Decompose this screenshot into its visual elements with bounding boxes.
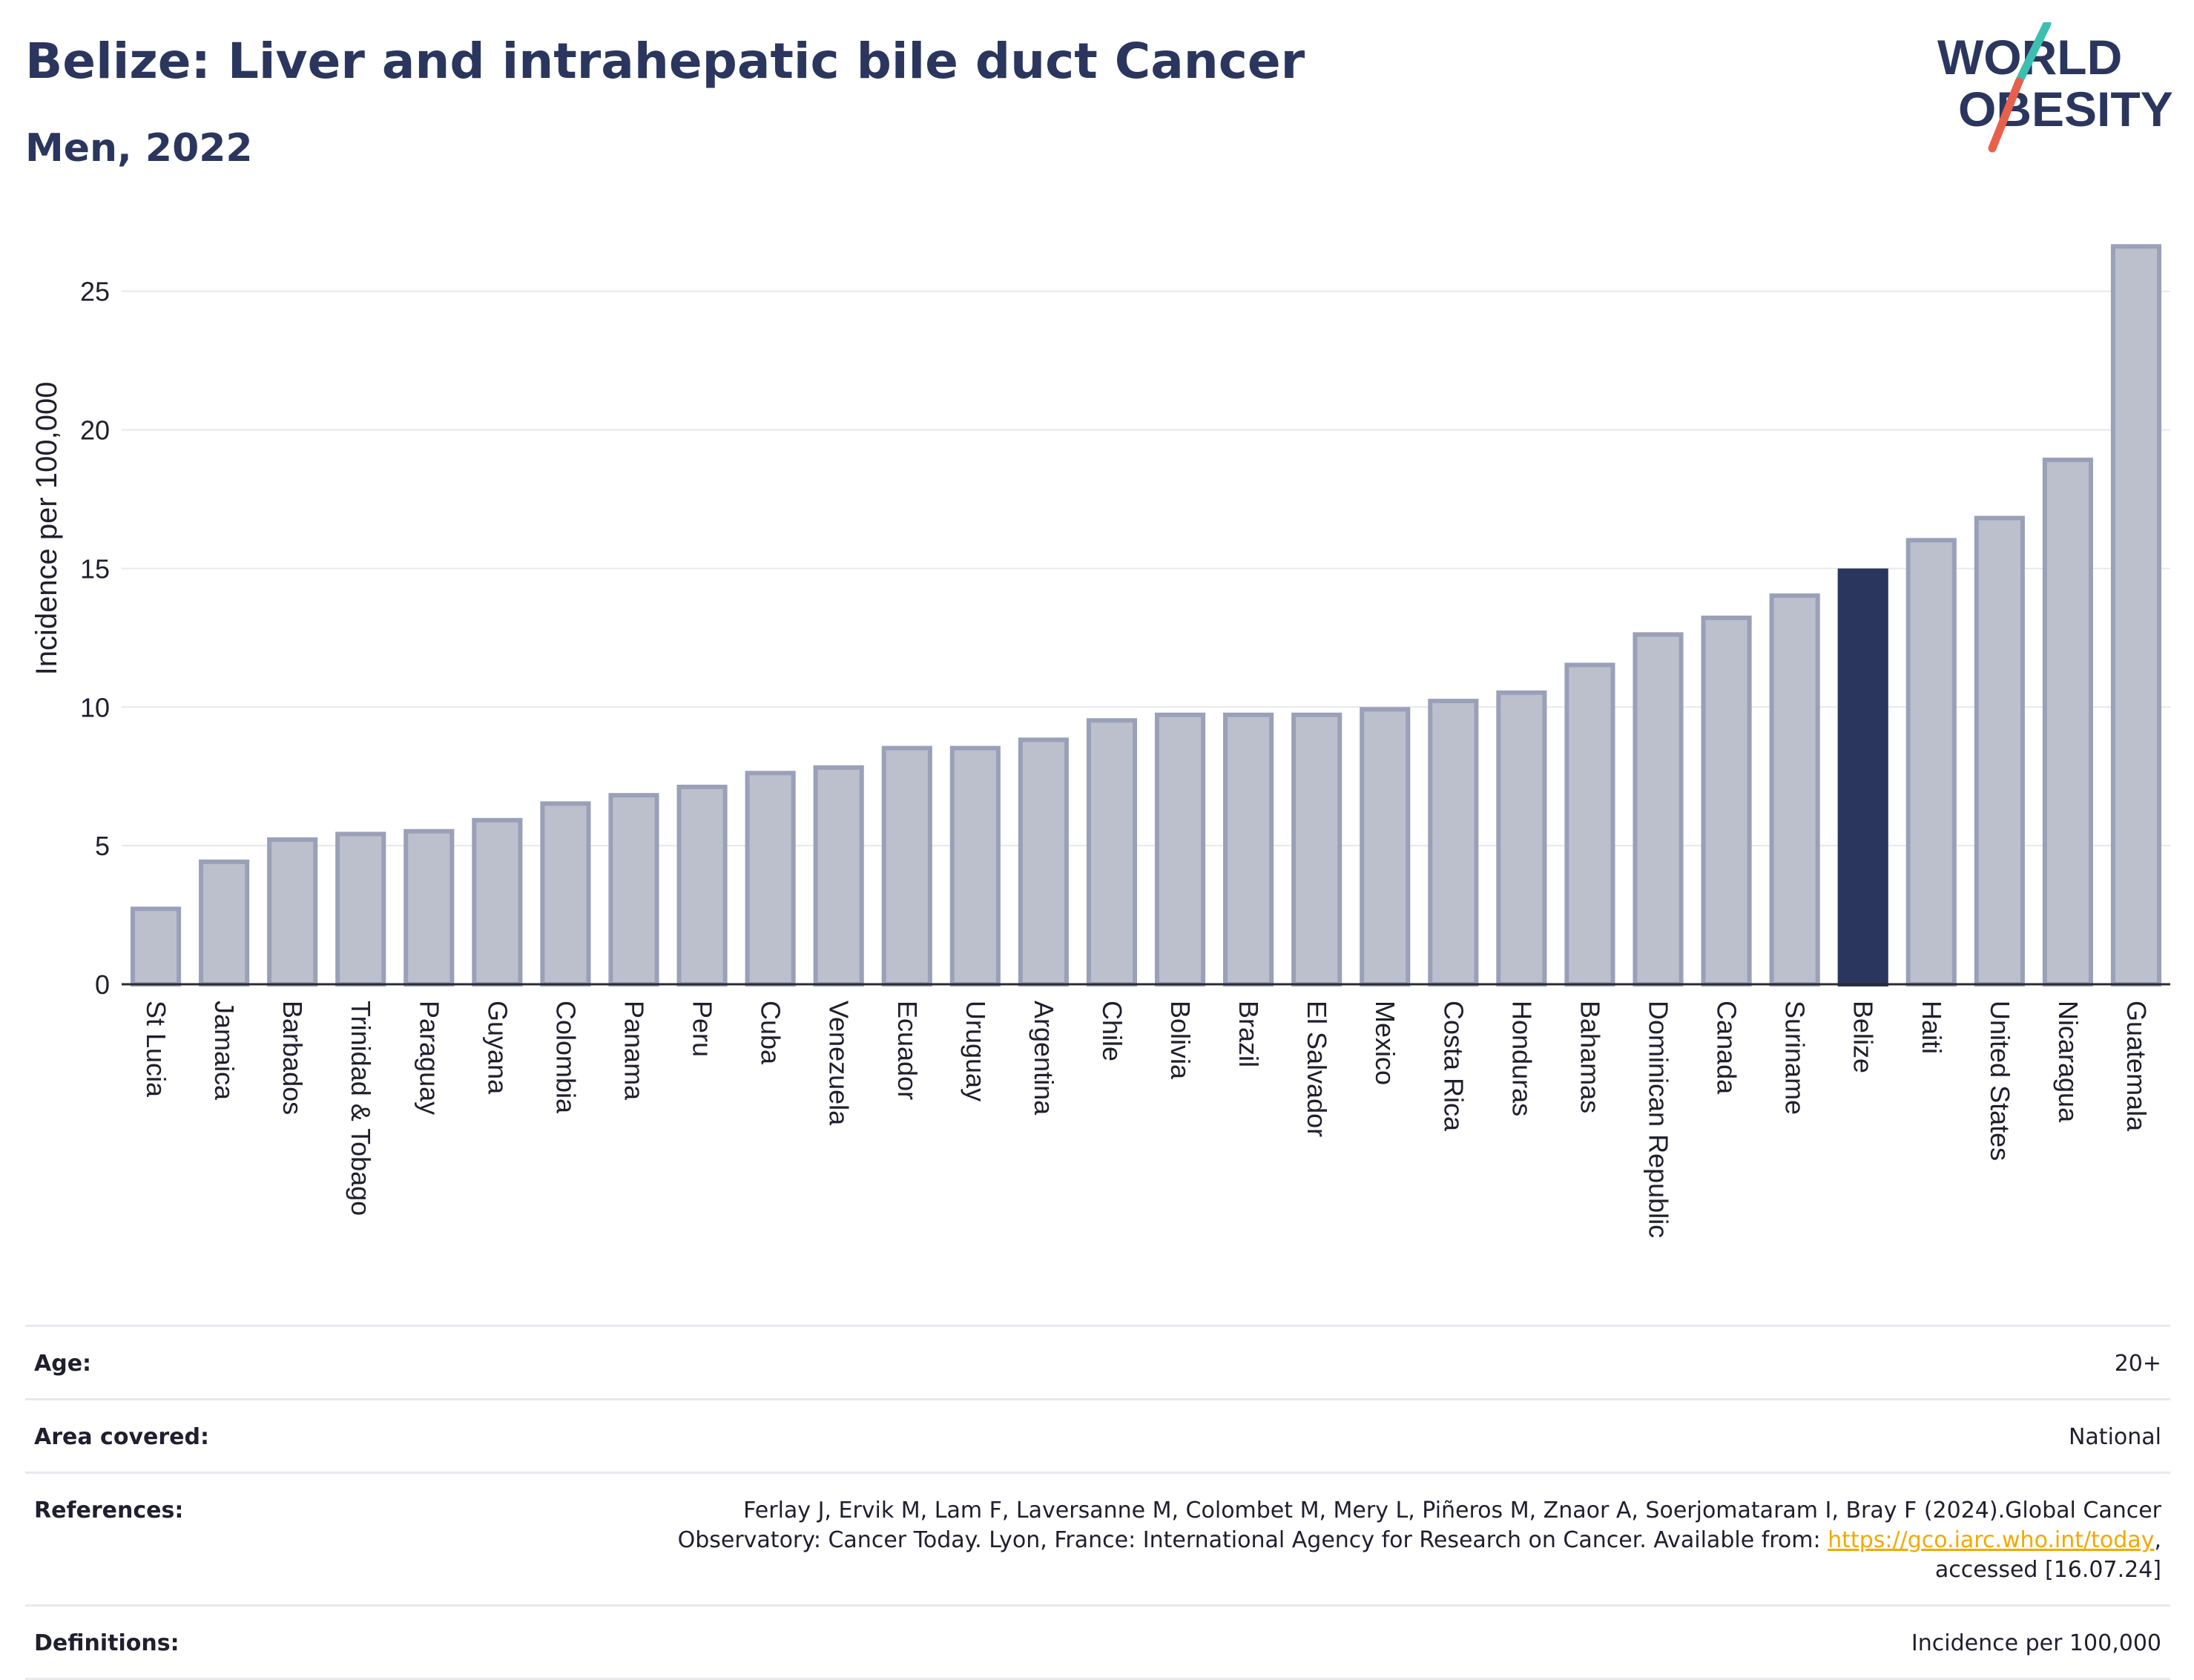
- x-tick-label: Jamaica: [209, 1001, 240, 1101]
- chart-title: Belize: Liver and intrahepatic bile duct…: [25, 33, 1305, 90]
- x-tick-label: St Lucia: [141, 1001, 171, 1098]
- bar-brazil: [1223, 712, 1274, 987]
- meta-value-area: National: [2068, 1424, 2161, 1450]
- bar-jamaica: [199, 859, 250, 987]
- bar-venezuela: [813, 765, 864, 986]
- bar-nicaragua: [2042, 457, 2093, 986]
- bar-belize: [1837, 568, 1888, 986]
- x-tick-label: Nicaragua: [2053, 1001, 2083, 1123]
- bar-el-salvador: [1291, 712, 1343, 987]
- y-tick-label: 20: [80, 415, 110, 446]
- reference-line-2-suffix: ,: [2154, 1527, 2161, 1553]
- x-tick-label: Trinidad & Tobago: [346, 1001, 376, 1216]
- x-tick-label: Canada: [1712, 1001, 1742, 1095]
- x-tick-label: El Salvador: [1302, 1001, 1332, 1137]
- bar-dominican-republic: [1633, 632, 1684, 986]
- bar-paraguay: [403, 829, 455, 987]
- y-tick-label: 10: [80, 692, 110, 722]
- bar-bahamas: [1564, 662, 1615, 987]
- x-tick-label: Bahamas: [1575, 1001, 1605, 1113]
- bar-united-states: [1974, 515, 2025, 986]
- reference-line-1: Ferlay J, Ervik M, Lam F, Laversanne M, …: [743, 1498, 2161, 1523]
- y-axis-label: Incidence per 100,000: [30, 382, 63, 676]
- x-tick-label: Bolivia: [1165, 1001, 1196, 1080]
- bar-chile: [1086, 718, 1138, 986]
- y-axis-ticks: 0 5 10 15 20 25: [80, 277, 110, 1000]
- meta-row-definitions: Definitions: Incidence per 100,000: [25, 1604, 2170, 1680]
- x-tick-label: Barbados: [277, 1001, 308, 1115]
- meta-row-age: Age: 20+: [25, 1325, 2170, 1398]
- x-tick-label: Peru: [688, 1001, 718, 1057]
- logo-line-obesity: OBESITY: [1958, 82, 2173, 136]
- bar-suriname: [1769, 593, 1820, 986]
- bar-guatemala: [2110, 244, 2162, 986]
- meta-label-definitions: Definitions:: [34, 1630, 179, 1656]
- bar-costa-rica: [1428, 699, 1479, 987]
- x-tick-label: Belize: [1848, 1001, 1879, 1073]
- reference-line-3: accessed [16.07.24]: [1934, 1557, 2161, 1583]
- meta-value-definitions: Incidence per 100,000: [1911, 1630, 2161, 1656]
- bar-bolivia: [1154, 712, 1206, 987]
- x-axis-labels: St Lucia Jamaica Barbados Trinidad & Tobago…: [141, 1001, 2152, 1238]
- y-tick-label: 15: [80, 553, 110, 584]
- bar-canada: [1701, 615, 1752, 986]
- x-tick-label: Mexico: [1370, 1001, 1400, 1085]
- y-tick-label: 0: [95, 969, 110, 1000]
- x-tick-label: Chile: [1097, 1001, 1127, 1061]
- bar-chart: 0 5 10 15 20 25 St Lucia Jamaica Barbados Trinid…: [30, 244, 2170, 1238]
- reference-link[interactable]: https://gco.iarc.who.int/today: [1828, 1527, 2155, 1553]
- bar-panama: [608, 793, 659, 986]
- y-tick-label: 5: [95, 831, 110, 861]
- meta-value-references: Ferlay J, Ervik M, Lam F, Laversanne M, …: [678, 1496, 2161, 1585]
- bar-trinidad-tobago: [335, 831, 386, 987]
- x-tick-label: Colombia: [550, 1001, 581, 1114]
- meta-label-age: Age:: [34, 1351, 92, 1377]
- meta-label-references: References:: [34, 1498, 184, 1523]
- meta-label-area: Area covered:: [34, 1424, 209, 1450]
- x-tick-label: Paraguay: [414, 1001, 444, 1115]
- x-tick-label: Ecuador: [892, 1001, 923, 1100]
- gridlines: [122, 290, 2170, 847]
- bar-peru: [676, 784, 728, 987]
- x-tick-label: Brazil: [1233, 1001, 1264, 1067]
- meta-row-references: References: Ferlay J, Ervik M, Lam F, La…: [25, 1472, 2170, 1604]
- bar-uruguay: [949, 745, 1001, 986]
- logo-slash-red: [1988, 77, 2023, 153]
- x-tick-label: Guyana: [482, 1001, 513, 1095]
- meta-row-area: Area covered: National: [25, 1398, 2170, 1472]
- x-tick-label: Venezuela: [824, 1001, 854, 1126]
- bar-argentina: [1018, 737, 1069, 986]
- bar-barbados: [267, 837, 318, 986]
- logo-slash-teal: [2015, 22, 2052, 86]
- x-tick-label: Panama: [619, 1001, 650, 1101]
- x-tick-label: Uruguay: [961, 1001, 991, 1101]
- bars: [130, 244, 2162, 987]
- y-tick-label: 25: [80, 277, 110, 307]
- x-tick-label: Costa Rica: [1438, 1001, 1469, 1132]
- reference-line-2-prefix: Observatory: Cancer Today. Lyon, France:…: [677, 1527, 1828, 1553]
- meta-value-age: 20+: [2114, 1351, 2161, 1377]
- x-tick-label: Haiti: [1917, 1001, 1947, 1054]
- bar-honduras: [1496, 690, 1547, 986]
- chart-subtitle: Men, 2022: [25, 126, 253, 171]
- x-tick-label: Suriname: [1780, 1001, 1811, 1115]
- bar-st-lucia: [130, 906, 182, 986]
- metadata-table: Age: 20+ Area covered: National Referenc…: [25, 1325, 2170, 1680]
- bar-mexico: [1360, 707, 1411, 987]
- bar-cuba: [745, 771, 796, 987]
- bar-ecuador: [881, 745, 932, 986]
- x-tick-label: Honduras: [1506, 1001, 1537, 1116]
- x-tick-label: Dominican Republic: [1644, 1001, 1674, 1238]
- bar-guyana: [472, 817, 523, 987]
- world-obesity-logo: WORLD OBESITY: [1937, 22, 2173, 153]
- x-tick-label: Argentina: [1029, 1001, 1059, 1116]
- bar-colombia: [540, 801, 591, 987]
- bar-haiti: [1905, 538, 1957, 986]
- x-tick-label: Guatemala: [2121, 1001, 2152, 1132]
- x-tick-label: United States: [1985, 1001, 2015, 1161]
- x-tick-label: Cuba: [756, 1001, 786, 1065]
